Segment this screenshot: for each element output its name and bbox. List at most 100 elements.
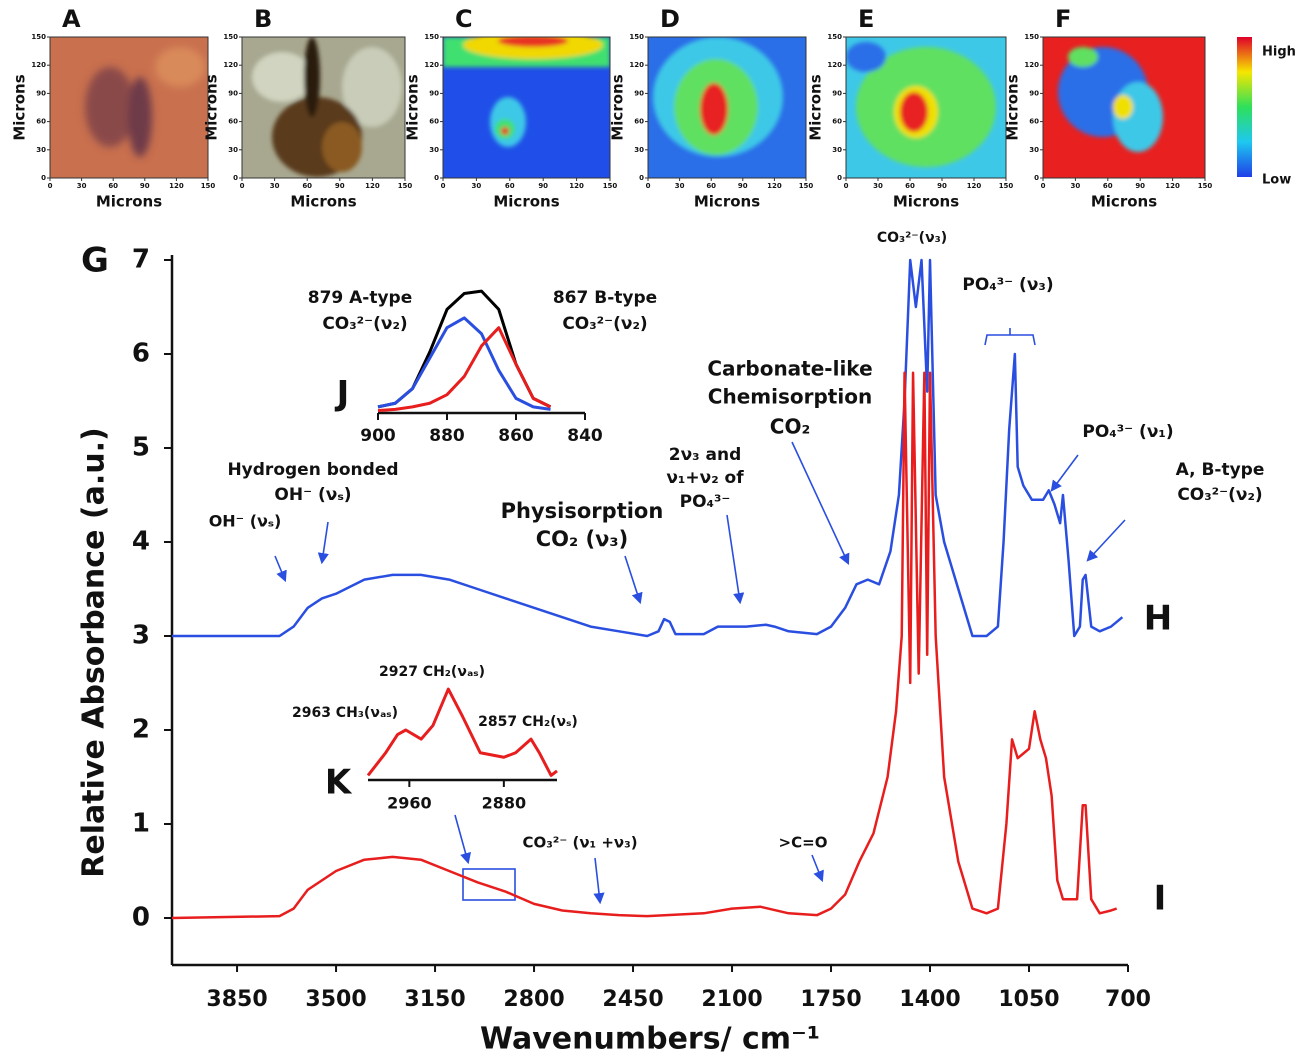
x-tick-label: 900 [360, 426, 396, 446]
panel-label: B [254, 5, 272, 33]
y-tick-label: 120 [629, 61, 644, 69]
annotation: >C=O [779, 834, 828, 852]
annotation: CO₃²⁻(ν₂) [1177, 485, 1262, 505]
x-tick-label: 90 [937, 182, 947, 190]
y-tick-label: 6 [132, 339, 150, 369]
x-tick-label: 2100 [701, 987, 762, 1012]
series-label: I [1154, 879, 1167, 919]
series-line [366, 687, 558, 777]
x-tick-label: 120 [569, 182, 584, 190]
g-shape [653, 37, 783, 157]
g-shape [443, 37, 610, 147]
x-tick-label: 60 [505, 182, 515, 190]
legend-label: CO₃²⁻(ν₂) [322, 314, 407, 334]
x-axis-label: Microns [290, 193, 356, 211]
x-tick-label: 150 [201, 182, 216, 190]
panel-frame [49, 36, 209, 179]
y-tick-label: 30 [1029, 146, 1039, 154]
x-tick-label: 120 [365, 182, 380, 190]
annotation: PO₄³⁻ (ν₁) [1082, 422, 1173, 442]
image-c [443, 37, 610, 178]
y-tick-label: 90 [1029, 89, 1039, 97]
y-tick-label: 0 [233, 174, 238, 182]
y-tick-label: 60 [36, 118, 46, 126]
series-line [377, 316, 551, 411]
annotation: PO₄³⁻ (ν₃) [962, 275, 1053, 295]
series-label: H [1144, 599, 1172, 639]
ellipse-shape [700, 83, 728, 135]
y-tick-label: 60 [429, 118, 439, 126]
x-tick-label: 30 [77, 182, 87, 190]
series-line [171, 371, 1118, 920]
x-tick-label: 0 [48, 182, 53, 190]
line-shape [454, 814, 472, 865]
image-b [242, 37, 405, 178]
annotation: A, B-type [1176, 460, 1265, 480]
ellipse-shape [155, 47, 205, 87]
panel-label: A [62, 5, 81, 33]
y-tick-label: 60 [1029, 118, 1039, 126]
annotation: Chemisorption [708, 385, 872, 409]
y-tick-label: 0 [434, 174, 439, 182]
y-tick-label: 150 [31, 33, 46, 41]
g-shape [846, 42, 996, 167]
x-axis-label: Microns [893, 193, 959, 211]
y-tick-label: 150 [223, 33, 238, 41]
x-tick-label: 1750 [800, 987, 861, 1012]
ellipse-shape [900, 92, 928, 132]
x-tick-label: 2960 [387, 794, 432, 813]
y-tick-label: 0 [639, 174, 644, 182]
x-tick-label: 90 [738, 182, 748, 190]
x-tick-label: 60 [302, 182, 312, 190]
y-tick-label: 120 [424, 61, 439, 69]
colorbar-high: High [1262, 45, 1296, 60]
y-tick-label: 0 [837, 174, 842, 182]
line-shape [726, 514, 745, 605]
annotation: CO₂ [770, 415, 810, 439]
panel-label: D [660, 5, 680, 33]
y-tick-label: 0 [41, 174, 46, 182]
x-tick-label: 0 [646, 182, 651, 190]
x-tick-label: 700 [1105, 987, 1151, 1012]
line-shape [317, 521, 329, 565]
ellipse-shape [463, 37, 603, 59]
y-axis-label: Microns [203, 74, 221, 140]
y-tick-label: 2 [132, 715, 150, 745]
ellipse-shape [304, 37, 320, 117]
panel-frame [241, 36, 406, 179]
panel-frame [845, 36, 1007, 179]
panel-label: G [81, 241, 109, 281]
image-d [648, 37, 806, 178]
legend-label: 879 A-type [308, 288, 413, 308]
line-shape [624, 555, 643, 605]
annotation: 2ν₃ and [669, 445, 742, 465]
x-tick-label: 2880 [482, 794, 527, 813]
x-tick-label: 120 [967, 182, 982, 190]
y-tick-label: 4 [132, 527, 150, 557]
panel-label: K [325, 763, 353, 803]
y-tick-label: 1 [132, 809, 150, 839]
x-tick-label: 0 [844, 182, 849, 190]
x-tick-label: 30 [1071, 182, 1081, 190]
x-tick-label: 150 [398, 182, 413, 190]
panel-frame [647, 36, 807, 179]
x-tick-label: 1400 [899, 987, 960, 1012]
y-tick-label: 90 [36, 89, 46, 97]
x-tick-label: 60 [905, 182, 915, 190]
y-tick-label: 30 [429, 146, 439, 154]
x-tick-label: 2450 [602, 987, 663, 1012]
line-shape [593, 857, 605, 905]
x-tick-label: 0 [240, 182, 245, 190]
x-tick-label: 860 [498, 426, 534, 446]
x-tick-label: 150 [603, 182, 618, 190]
y-axis-label: Microns [404, 74, 422, 140]
rect-shape [462, 868, 516, 901]
ellipse-shape [846, 42, 886, 72]
y-tick-label: 90 [634, 89, 644, 97]
y-tick-label: 0 [1034, 174, 1039, 182]
path-shape [984, 328, 1036, 346]
ellipse-shape [128, 77, 152, 157]
x-axis-label: Microns [694, 193, 760, 211]
x-tick-label: 90 [335, 182, 345, 190]
